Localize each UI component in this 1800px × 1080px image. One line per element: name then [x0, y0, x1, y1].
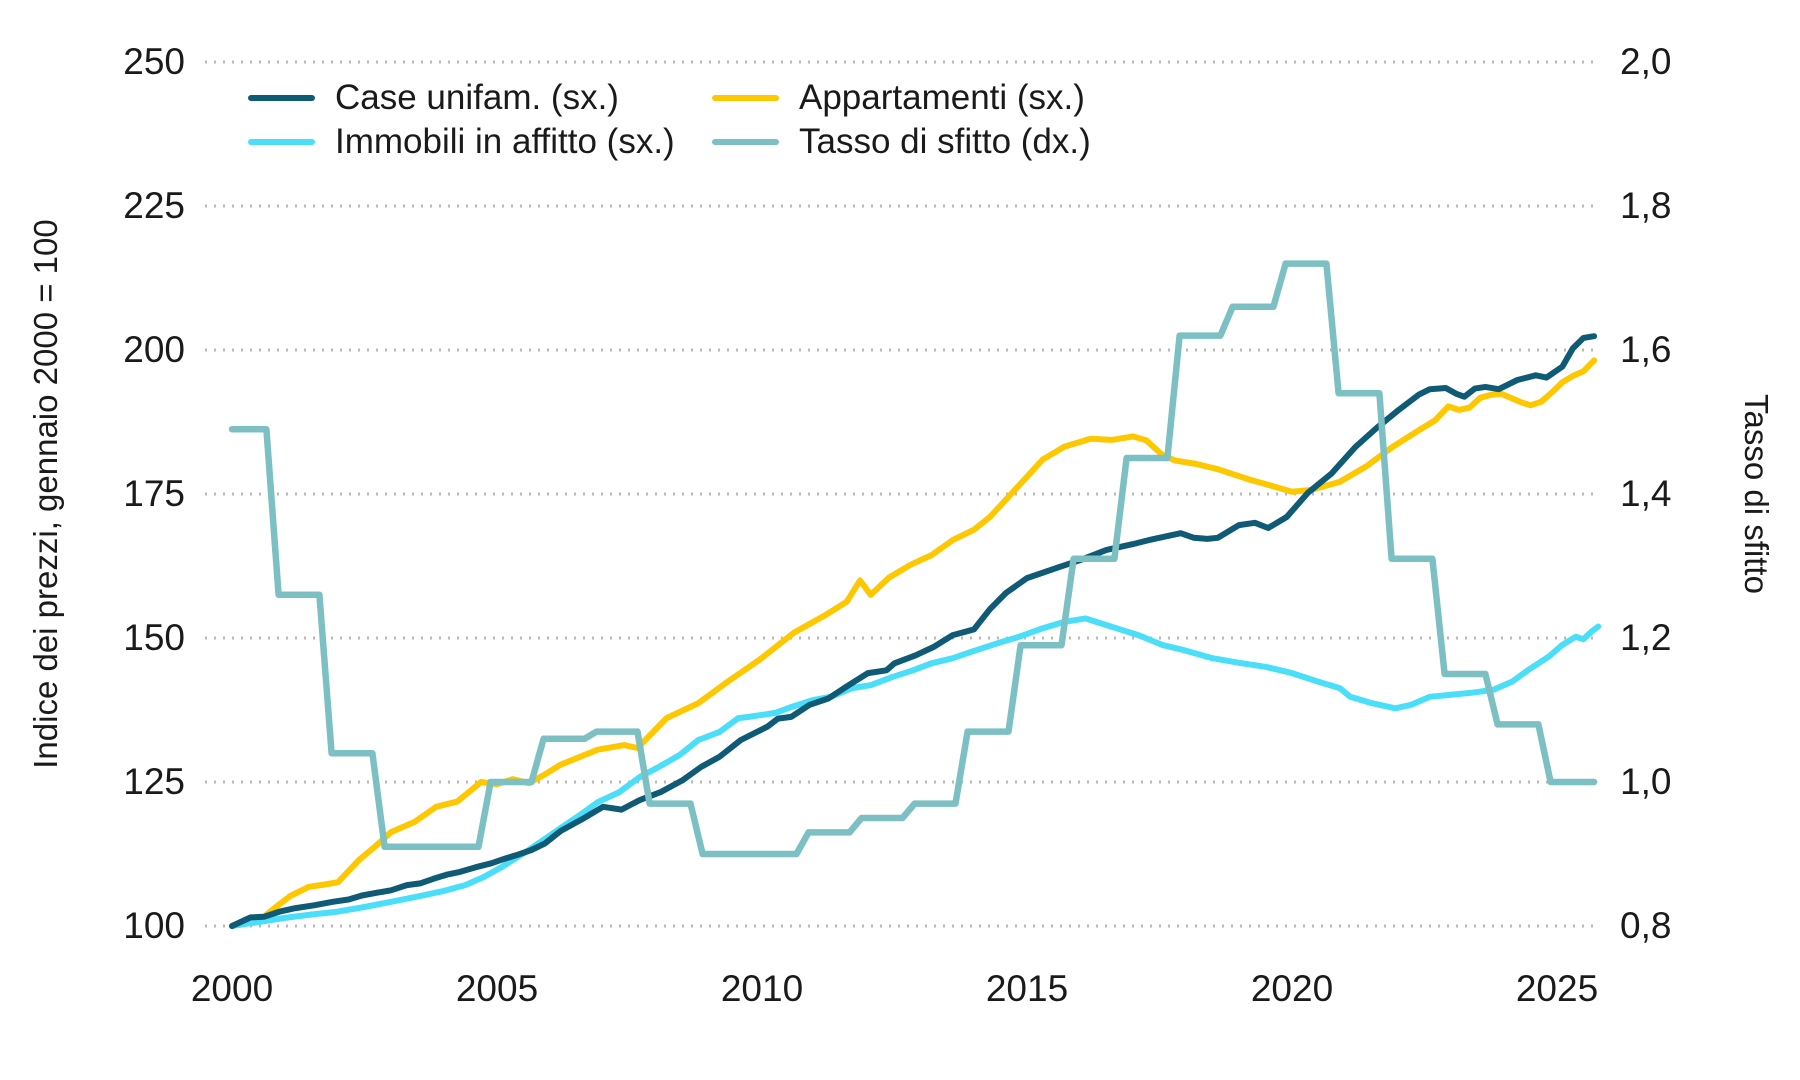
legend-item-appartamenti: Appartamenti (sx.)	[712, 78, 1085, 118]
y-left-tick-250: 250	[123, 41, 185, 82]
x-tick-2025: 2025	[1515, 968, 1599, 1009]
x-tick-2005: 2005	[455, 968, 539, 1009]
y-right-tick-1-4: 1,4	[1620, 473, 1672, 514]
y-right-tick-1-2: 1,2	[1620, 617, 1672, 658]
legend-label-tasso-sfitto: Tasso di sfitto (dx.)	[799, 122, 1091, 161]
y-left-tick-175: 175	[123, 473, 185, 514]
y-axis-left-title: Indice dei prezzi, gennaio 2000 = 100	[27, 219, 64, 769]
series-line-case-unifam	[229, 333, 1598, 929]
legend-swatch-tasso-sfitto	[712, 139, 779, 145]
x-tick-2000: 2000	[190, 968, 274, 1009]
y-left-tick-225: 225	[123, 185, 185, 226]
y-right-tick-2-0: 2,0	[1620, 41, 1672, 82]
series-line-tasso-sfitto	[228, 260, 1598, 858]
legend-swatch-immobili-affitto	[248, 139, 315, 145]
x-tick-2020: 2020	[1250, 968, 1334, 1009]
legend-swatch-appartamenti	[712, 95, 779, 101]
y-right-tick-1-0: 1,0	[1620, 761, 1672, 802]
legend-item-tasso-sfitto: Tasso di sfitto (dx.)	[712, 122, 1091, 162]
x-tick-2015: 2015	[985, 968, 1069, 1009]
y-left-tick-100: 100	[123, 905, 185, 946]
legend-item-case-unifam: Case unifam. (sx.)	[248, 78, 619, 118]
legend-label-case-unifam: Case unifam. (sx.)	[335, 78, 619, 117]
series-line-immobili-affitto	[229, 615, 1602, 929]
y-left-tick-125: 125	[123, 761, 185, 802]
series-line-appartamenti	[229, 357, 1598, 929]
legend-label-immobili-affitto: Immobili in affitto (sx.)	[335, 122, 675, 161]
y-left-tick-150: 150	[123, 617, 185, 658]
y-right-tick-1-6: 1,6	[1620, 329, 1672, 370]
y-axis-right-title: Tasso di sfitto	[1738, 394, 1775, 594]
y-right-tick-0-8: 0,8	[1620, 905, 1672, 946]
legend-swatch-case-unifam	[248, 95, 315, 101]
x-tick-2010: 2010	[720, 968, 804, 1009]
y-right-tick-1-8: 1,8	[1620, 185, 1672, 226]
y-left-tick-200: 200	[123, 329, 185, 370]
legend-item-immobili-affitto: Immobili in affitto (sx.)	[248, 122, 675, 162]
legend-label-appartamenti: Appartamenti (sx.)	[799, 78, 1085, 117]
